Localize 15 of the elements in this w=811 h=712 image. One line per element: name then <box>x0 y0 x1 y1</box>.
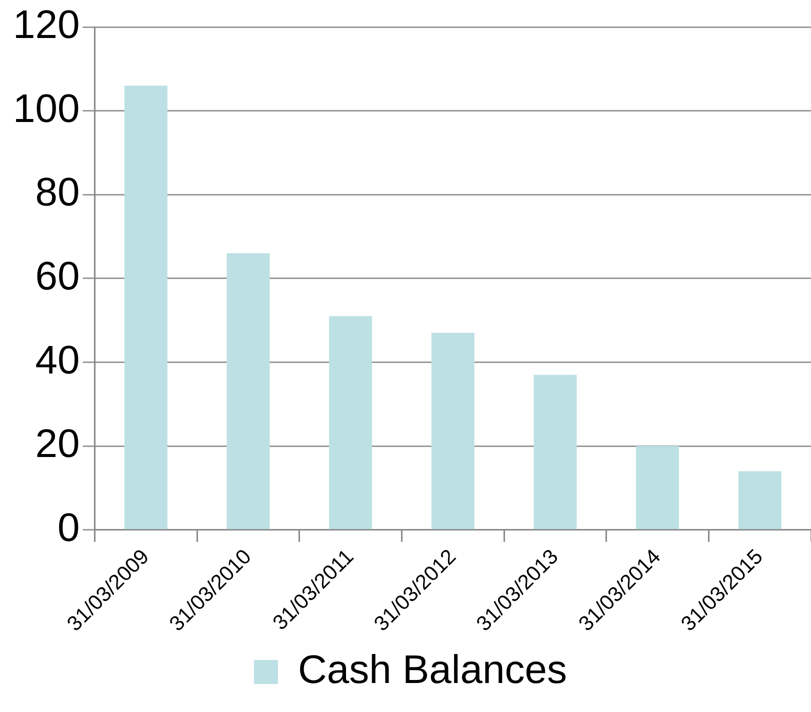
bar <box>738 471 782 530</box>
bar <box>124 86 168 530</box>
y-tick-label: 0 <box>57 506 80 550</box>
bar <box>226 253 270 530</box>
bar <box>534 374 577 530</box>
y-tick-label: 20 <box>35 422 80 466</box>
y-tick-label: 100 <box>12 86 80 131</box>
y-tick-label: 80 <box>35 170 80 215</box>
y-tick-label: 60 <box>35 254 80 298</box>
y-tick-label: 40 <box>35 338 80 382</box>
bar <box>329 316 372 530</box>
y-tick-label: 120 <box>12 3 80 48</box>
bar <box>431 332 474 530</box>
bar <box>636 446 680 530</box>
legend-label: Cash Balances <box>298 648 568 692</box>
